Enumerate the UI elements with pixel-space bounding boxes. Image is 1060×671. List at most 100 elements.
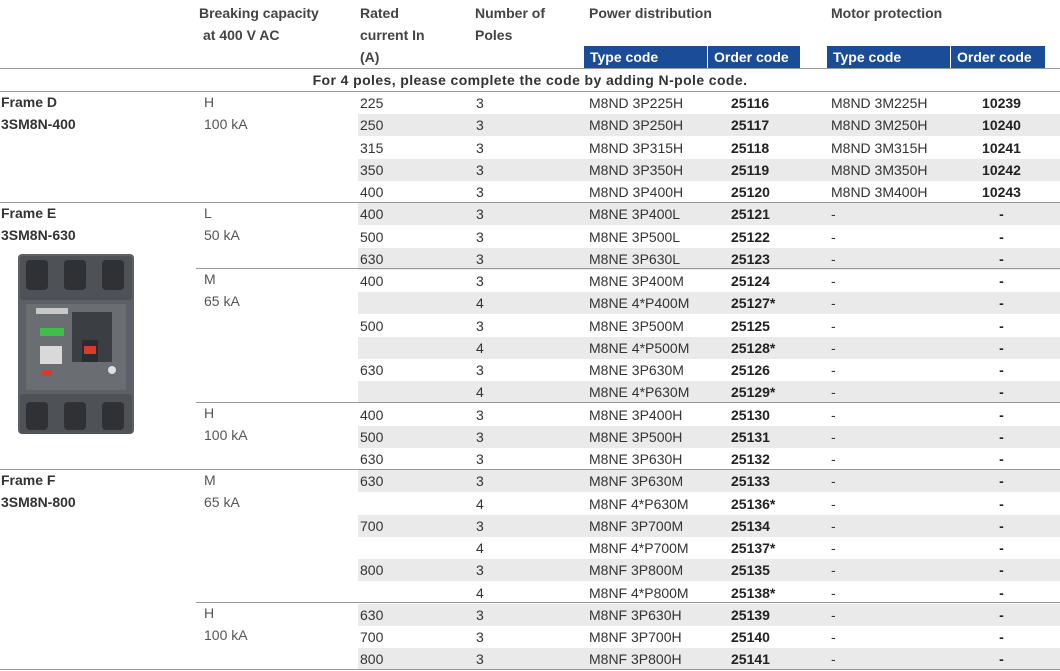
poles-cell: 3 [476, 250, 484, 267]
frame-f-h-letter: H [204, 605, 215, 621]
motor-type-code-cell: - [831, 273, 836, 289]
frame-e-title: Frame E [1, 205, 57, 221]
power-order-code-cell: 25128* [731, 339, 776, 356]
frame-e-h-letter: H [204, 405, 215, 421]
motor-type-code-cell: - [831, 540, 836, 556]
table-row: 630 3 M8NE 3P630L 25123 - - [358, 247, 1060, 270]
power-type-code-cell: M8NE 4*P400M [589, 295, 690, 312]
power-type-code-cell: M8NE 3P400L [589, 206, 681, 223]
motor-order-code-cell: 10239 [982, 95, 1021, 111]
motor-type-code-cell: - [831, 517, 836, 534]
header-poles-2: Poles [475, 27, 513, 43]
rated-current-cell: 630 [360, 250, 384, 267]
table-row: 630 3 M8NE 3P630M 25126 - - [358, 359, 1060, 381]
poles-cell: 4 [476, 540, 484, 556]
poles-cell: 4 [476, 584, 484, 601]
rated-current-cell: 700 [360, 517, 384, 534]
frame-d-breaking-letter: H [204, 94, 215, 110]
power-type-code-cell: M8NE 3P400M [589, 273, 684, 289]
power-type-code-cell: M8NE 3P630M [589, 362, 684, 378]
power-order-code-cell: 25139 [731, 606, 770, 623]
table-row: 4 M8NF 4*P700M 25137* - - [358, 537, 1060, 559]
motor-order-code-cell: 10242 [982, 161, 1021, 178]
table-row: 4 M8NE 4*P400M 25127* - - [358, 292, 1060, 315]
power-type-code-cell: M8NE 3P500H [589, 428, 683, 445]
power-order-code-cell: 25123 [731, 250, 770, 267]
power-type-code-cell: M8ND 3P250H [589, 117, 684, 134]
motor-type-code-cell: - [831, 562, 836, 579]
rated-current-cell: 500 [360, 317, 384, 334]
motor-order-code-cell: - [999, 228, 1004, 245]
frame-d-breaking-value: 100 kA [204, 116, 248, 132]
power-order-code-cell: 25133 [731, 473, 770, 490]
table-row: 800 3 M8NF 3P800H 25141 - - [358, 648, 1060, 671]
power-order-code-cell: 25137* [731, 540, 776, 556]
poles-cell: 3 [476, 473, 484, 490]
motor-order-code-cell: 10243 [982, 184, 1021, 200]
poles-cell: 3 [476, 139, 484, 156]
frame-e-model: 3SM8N-630 [1, 227, 76, 243]
rated-current-cell: 400 [360, 206, 384, 223]
power-order-code-cell: 25124 [731, 273, 770, 289]
poles-cell: 3 [476, 362, 484, 378]
motor-order-code-cell: - [999, 384, 1004, 401]
poles-cell: 3 [476, 428, 484, 445]
rated-current-cell: 400 [360, 184, 384, 200]
power-type-code-cell: M8NF 3P630M [589, 473, 684, 490]
motor-order-code-cell: - [999, 250, 1004, 267]
separator-frame-e-h [196, 402, 1060, 403]
poles-cell: 4 [476, 339, 484, 356]
power-order-code-cell: 25136* [731, 495, 776, 512]
power-order-code-cell: 25129* [731, 384, 776, 401]
rated-current-cell: 800 [360, 651, 384, 668]
power-order-code-cell: 25125 [731, 317, 770, 334]
motor-type-code-cell: - [831, 428, 836, 445]
motor-order-code-cell: - [999, 362, 1004, 378]
power-type-code-cell: M8ND 3P225H [589, 95, 684, 111]
poles-cell: 3 [476, 451, 484, 467]
rated-current-cell: 500 [360, 228, 384, 245]
poles-cell: 3 [476, 517, 484, 534]
power-order-code-cell: 25120 [731, 184, 770, 200]
frame-d-model: 3SM8N-400 [1, 116, 76, 132]
poles-cell: 3 [476, 95, 484, 111]
power-type-code-cell: M8ND 3P400H [589, 184, 684, 200]
header-bottom-rule [0, 91, 1060, 92]
frame-e-h-value: 100 kA [204, 427, 248, 443]
table-row: 500 3 M8NE 3P500M 25125 - - [358, 315, 1060, 337]
power-type-code-cell: M8NF 4*P700M [589, 540, 689, 556]
poles-cell: 4 [476, 384, 484, 401]
poles-cell: 3 [476, 606, 484, 623]
power-type-code-cell: M8NE 4*P500M [589, 339, 690, 356]
motor-order-code-cell: 10240 [982, 117, 1021, 134]
motor-type-code-cell: - [831, 606, 836, 623]
power-order-code-cell: 25141 [731, 651, 770, 668]
power-type-code-cell: M8NE 3P630L [589, 250, 681, 267]
power-order-code-cell: 25116 [731, 95, 770, 111]
table-row: 4 M8NE 4*P630M 25129* - - [358, 381, 1060, 404]
motor-type-code-cell: - [831, 651, 836, 668]
motor-type-code-cell: - [831, 495, 836, 512]
motor-order-code-cell: - [999, 295, 1004, 312]
table-row: 500 3 M8NE 3P500L 25122 - - [358, 226, 1060, 248]
power-order-code-header: Order code [708, 46, 800, 68]
separator-frame-f-h [196, 602, 1060, 603]
four-pole-note: For 4 poles, please complete the code by… [312, 72, 748, 88]
poles-cell: 4 [476, 495, 484, 512]
motor-type-code-cell: - [831, 584, 836, 601]
motor-type-code-cell: - [831, 339, 836, 356]
table-row: 700 3 M8NF 3P700H 25140 - - [358, 626, 1060, 648]
table-row: 400 3 M8ND 3P400H 25120 M8ND 3M400H 10243 [358, 181, 1060, 203]
motor-type-code-cell: - [831, 384, 836, 401]
motor-type-code-cell: - [831, 317, 836, 334]
motor-type-code-cell: - [831, 406, 836, 423]
rated-current-cell: 630 [360, 362, 384, 378]
power-type-code-cell: M8NF 4*P800M [589, 584, 689, 601]
header-motor-protection: Motor protection [831, 5, 943, 21]
frame-e-m-letter: M [204, 271, 216, 287]
poles-cell: 3 [476, 184, 484, 200]
power-order-code-cell: 25127* [731, 295, 776, 312]
header-poles-1: Number of [475, 5, 545, 21]
poles-cell: 3 [476, 562, 484, 579]
frame-d-title: Frame D [1, 94, 58, 110]
